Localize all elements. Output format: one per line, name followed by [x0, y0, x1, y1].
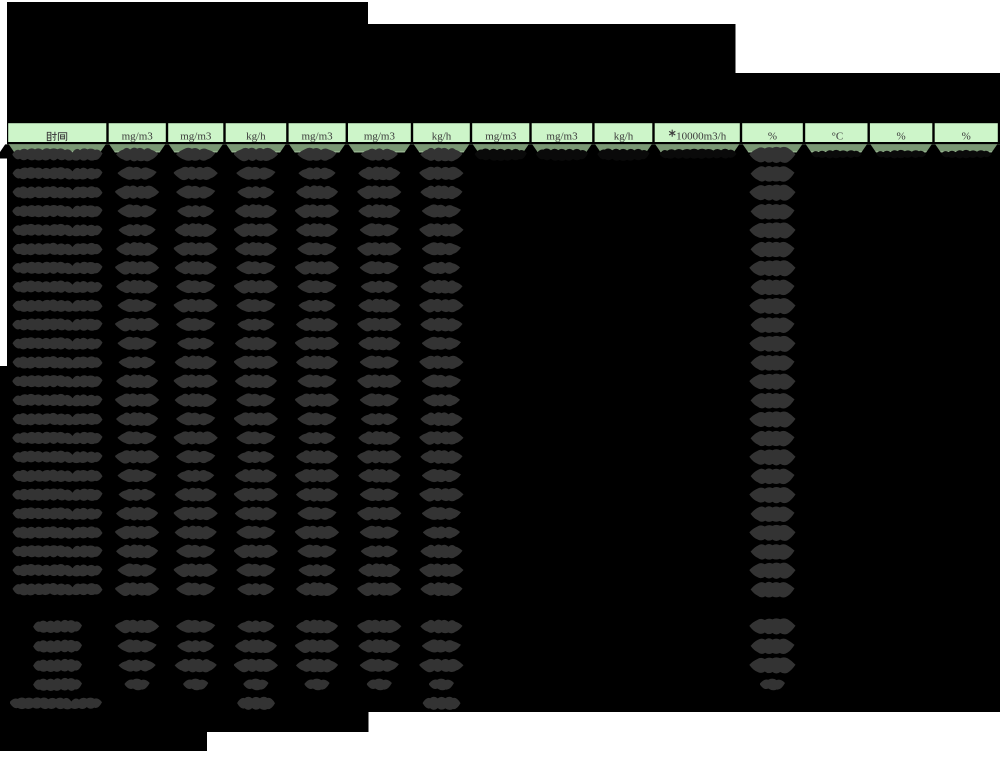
- svg-text:mg/m3: mg/m3: [485, 131, 517, 143]
- svg-text:mg/m3: mg/m3: [546, 131, 578, 143]
- svg-text:mg/m3: mg/m3: [180, 131, 212, 143]
- svg-text:°C: °C: [832, 131, 844, 143]
- svg-text:kg/h: kg/h: [246, 131, 266, 143]
- svg-text:%: %: [962, 131, 971, 143]
- svg-text:mg/m3: mg/m3: [122, 131, 154, 143]
- svg-text:mg/m3: mg/m3: [302, 131, 334, 143]
- svg-text:kg/h: kg/h: [432, 131, 452, 143]
- svg-text:mg/m3: mg/m3: [364, 131, 396, 143]
- svg-text:%: %: [897, 131, 906, 143]
- svg-text:kg/h: kg/h: [614, 131, 634, 143]
- svg-text:%: %: [768, 131, 777, 143]
- svg-text:10000m3/h: 10000m3/h: [676, 131, 727, 143]
